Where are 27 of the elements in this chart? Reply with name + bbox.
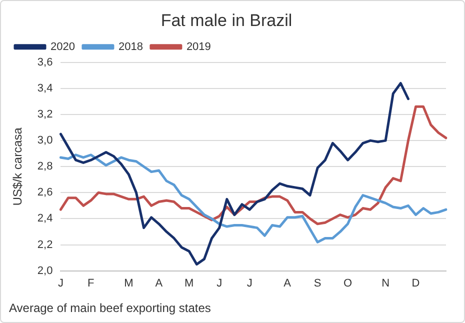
x-tick-label: A bbox=[155, 277, 164, 290]
y-tick-label: 2,2 bbox=[37, 238, 53, 251]
y-tick-label: 3,2 bbox=[37, 108, 53, 121]
legend-label: 2018 bbox=[118, 40, 143, 53]
y-tick-label: 3,0 bbox=[37, 134, 53, 147]
x-tick-label: J bbox=[216, 277, 222, 290]
x-tick-label: J bbox=[58, 277, 64, 290]
x-tick-label: S bbox=[314, 277, 322, 290]
chart-title: Fat male in Brazil bbox=[160, 10, 292, 30]
y-tick-label: 2,8 bbox=[37, 160, 53, 173]
y-axis-title: US$/k carcasa bbox=[10, 127, 25, 206]
y-tick-label: 3,4 bbox=[37, 82, 53, 94]
legend-label: 2019 bbox=[186, 40, 211, 53]
x-tick-label: O bbox=[344, 277, 353, 290]
x-tick-label: F bbox=[88, 277, 95, 290]
x-tick-label: N bbox=[382, 277, 390, 290]
x-tick-label: D bbox=[412, 277, 420, 290]
y-tick-label: 2,4 bbox=[37, 212, 53, 225]
text: Average of main beef exporting states bbox=[9, 301, 211, 315]
y-tick-label: 3,6 bbox=[37, 56, 53, 68]
x-tick-label: M bbox=[124, 277, 134, 290]
x-tick-label: A bbox=[284, 277, 292, 290]
x-tick-label: M bbox=[184, 277, 194, 290]
legend-label: 2020 bbox=[50, 40, 75, 53]
y-tick-label: 2,0 bbox=[37, 264, 53, 277]
x-tick-label: J bbox=[246, 277, 252, 290]
y-tick-label: 2,6 bbox=[37, 186, 53, 199]
